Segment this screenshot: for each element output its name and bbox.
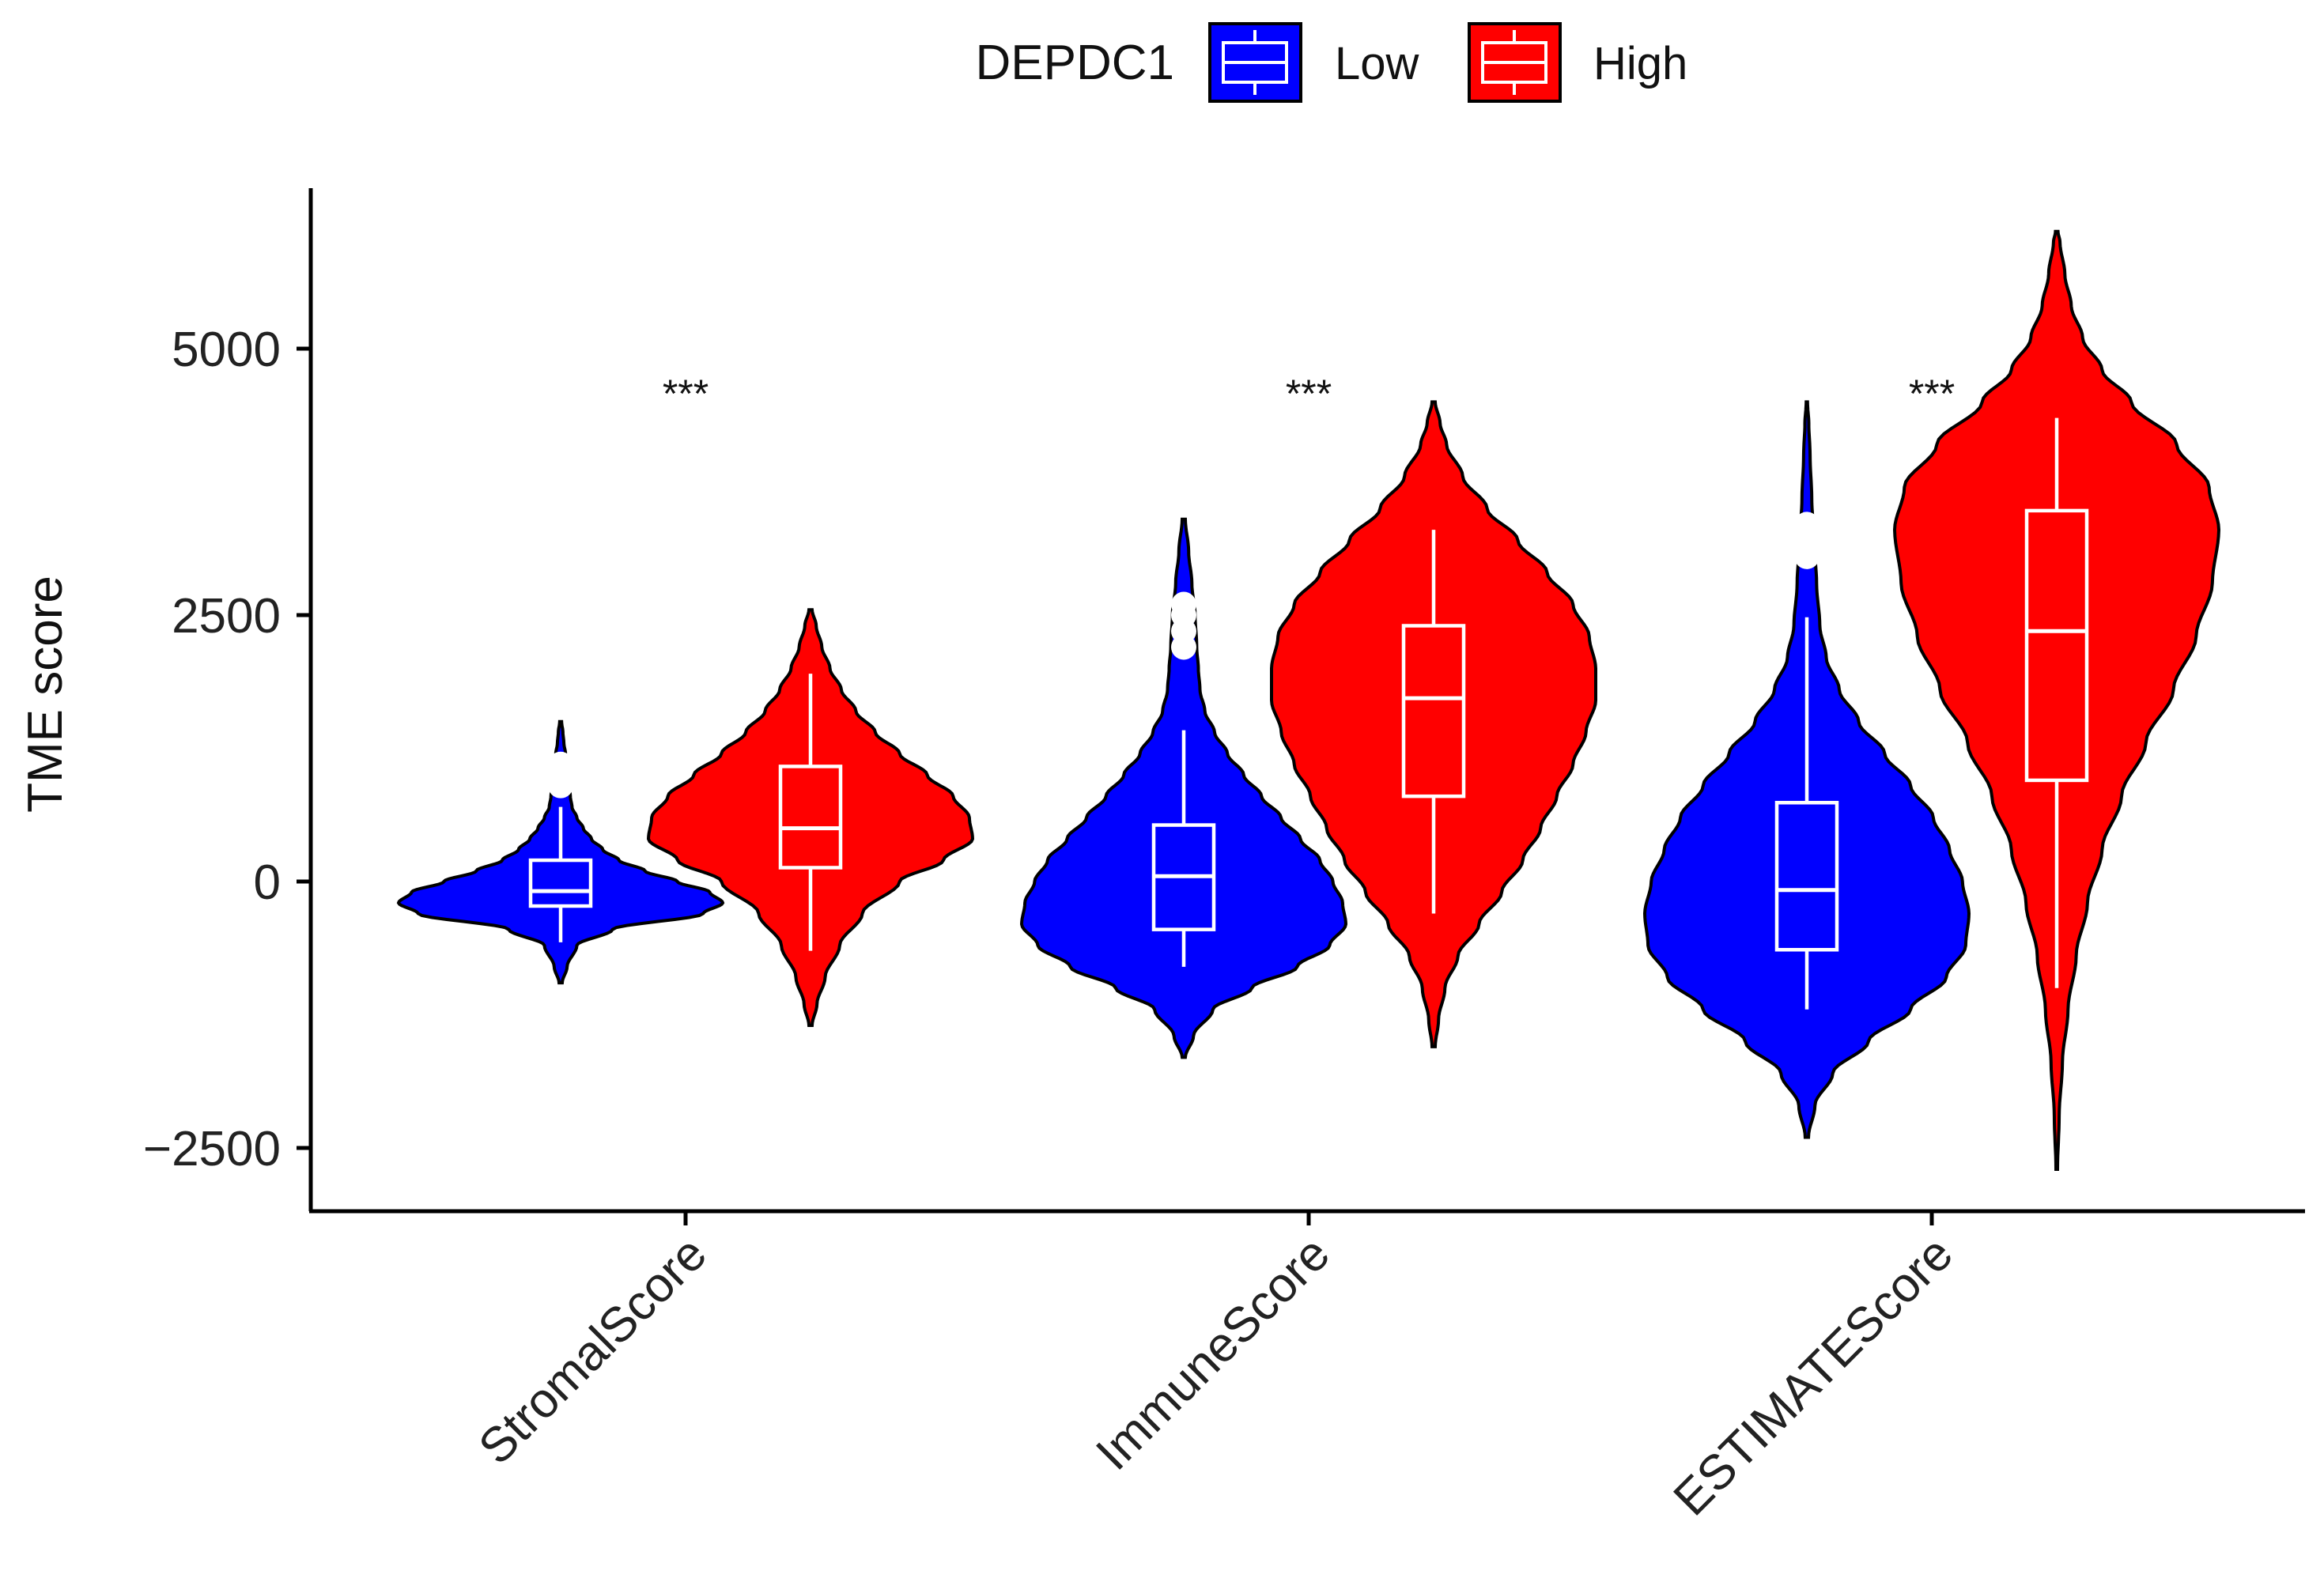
violin-high <box>1270 400 1597 1048</box>
y-axis-ticks: −2500 0 2500 5000 <box>143 323 311 1176</box>
significance-label: *** <box>1909 372 1955 416</box>
legend-label-low: Low <box>1335 38 1420 89</box>
outlier-point <box>548 751 573 777</box>
box-iqr <box>2024 508 2089 783</box>
legend-title: DEPDC1 <box>975 36 1174 90</box>
violin-group-ESTIMATEScore: *** <box>1642 229 2221 1171</box>
y-tick-label: −2500 <box>143 1122 281 1176</box>
box-iqr <box>778 765 843 870</box>
y-tick-label: 5000 <box>172 323 281 377</box>
box-iqr <box>1774 800 1839 952</box>
violin-low <box>1019 517 1348 1059</box>
x-tick-label: ESTIMATEScore <box>1664 1226 1963 1526</box>
x-axis-ticks: StromalScore ImmuneScore ESTIMATEScore <box>469 1211 1963 1526</box>
violin-high <box>1892 229 2221 1171</box>
significance-label: *** <box>663 372 709 416</box>
significance-label: *** <box>1286 372 1332 416</box>
violin-low <box>396 719 725 985</box>
violin-group-ImmuneScore: *** <box>1019 372 1597 1059</box>
box-iqr <box>1401 624 1466 799</box>
y-tick-label: 2500 <box>172 589 281 644</box>
outlier-point <box>1794 512 1820 538</box>
legend-key-high <box>1468 22 1562 103</box>
legend-label-high: High <box>1593 38 1687 89</box>
violin-group-StromalScore: *** <box>396 372 975 1027</box>
violin-low <box>1642 400 1971 1139</box>
x-tick-label: StromalScore <box>469 1226 717 1474</box>
y-axis-title: TME score <box>18 576 73 813</box>
x-tick-label: ImmuneScore <box>1086 1226 1340 1481</box>
box-iqr <box>528 858 593 908</box>
legend-key-low <box>1208 22 1302 103</box>
plot-area: *** *** *** <box>396 229 2221 1171</box>
legend: DEPDC1 Low High <box>975 22 1687 103</box>
y-tick-label: 0 <box>254 855 281 910</box>
outlier-point <box>1171 591 1196 617</box>
violin-high <box>646 608 975 1027</box>
